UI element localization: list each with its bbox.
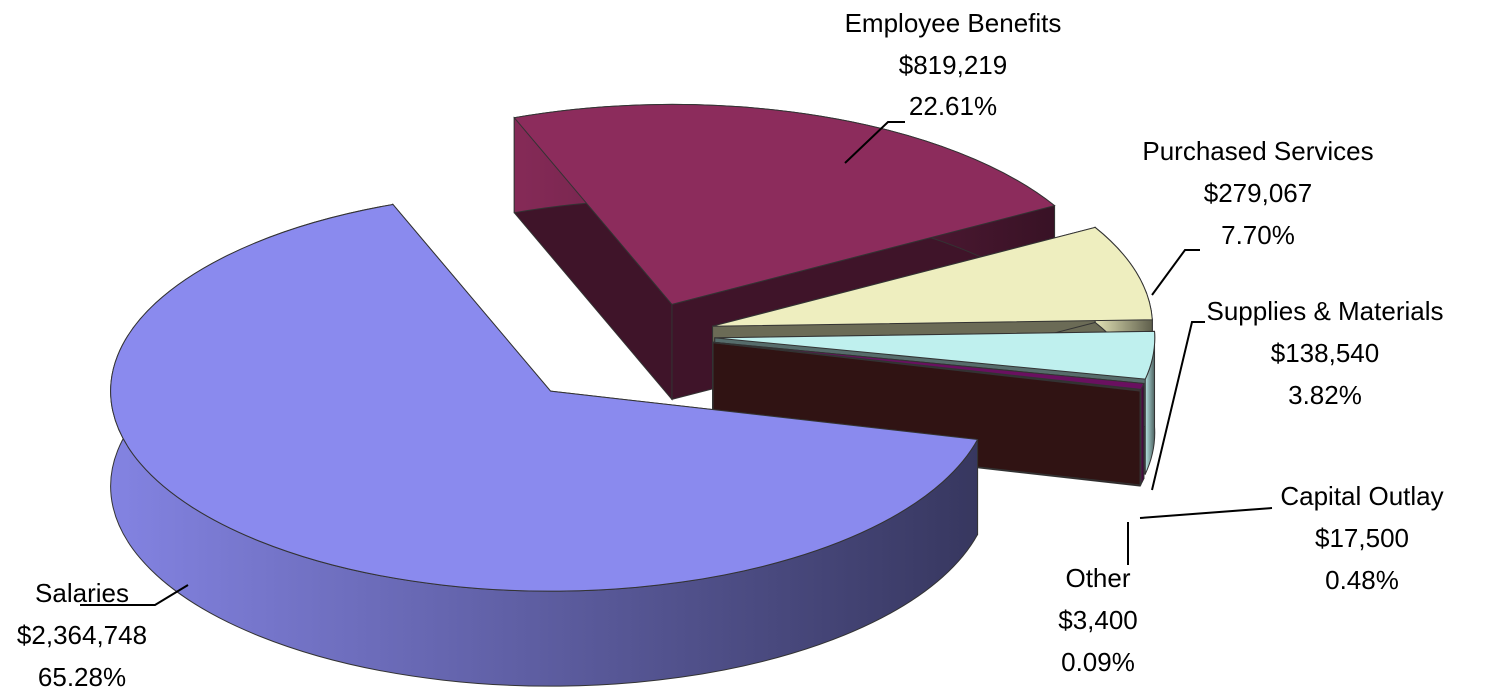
label-name: Capital Outlay xyxy=(1280,481,1443,511)
label-percent: 65.28% xyxy=(38,662,126,692)
label-percent: 3.82% xyxy=(1288,380,1362,410)
label-name: Purchased Services xyxy=(1142,136,1373,166)
leader-line xyxy=(1151,249,1200,296)
label-purchased-services: Purchased Services $279,067 7.70% xyxy=(1142,136,1373,250)
pie xyxy=(110,103,1156,687)
label-value: $17,500 xyxy=(1315,523,1409,553)
label-salaries: Salaries $2,364,748 65.28% xyxy=(17,578,147,692)
slice-wall xyxy=(1139,389,1142,487)
label-value: $819,219 xyxy=(899,50,1007,80)
leader-line xyxy=(1139,507,1273,519)
slice-top xyxy=(713,342,1142,392)
label-percent: 7.70% xyxy=(1221,220,1295,250)
slice-wall xyxy=(1140,383,1145,485)
leader-line xyxy=(844,121,905,164)
slice xyxy=(110,203,979,687)
slice-top xyxy=(110,203,979,592)
slice-top xyxy=(513,103,1056,305)
label-name: Other xyxy=(1065,563,1130,593)
label-value: $138,540 xyxy=(1271,338,1379,368)
label-value: $279,067 xyxy=(1204,178,1312,208)
slice-top xyxy=(712,226,1153,327)
label-name: Employee Benefits xyxy=(845,8,1062,38)
label-other: Other $3,400 0.09% xyxy=(1058,563,1138,677)
leader-line xyxy=(1151,321,1205,491)
leader-line xyxy=(80,584,189,606)
label-percent: 22.61% xyxy=(909,91,997,121)
label-capital-outlay: Capital Outlay $17,500 0.48% xyxy=(1280,481,1443,595)
slice xyxy=(712,342,1142,487)
label-employee-benefits: Employee Benefits $819,219 22.61% xyxy=(845,8,1062,121)
label-value: $3,400 xyxy=(1058,605,1138,635)
label-name: Salaries xyxy=(35,578,129,608)
slice-top xyxy=(713,341,1145,390)
label-supplies: Supplies & Materials $138,540 3.82% xyxy=(1207,296,1444,410)
label-percent: 0.09% xyxy=(1061,647,1135,677)
label-percent: 0.48% xyxy=(1325,565,1399,595)
slice-top xyxy=(714,330,1156,380)
label-name: Supplies & Materials xyxy=(1207,296,1444,326)
label-value: $2,364,748 xyxy=(17,620,147,650)
